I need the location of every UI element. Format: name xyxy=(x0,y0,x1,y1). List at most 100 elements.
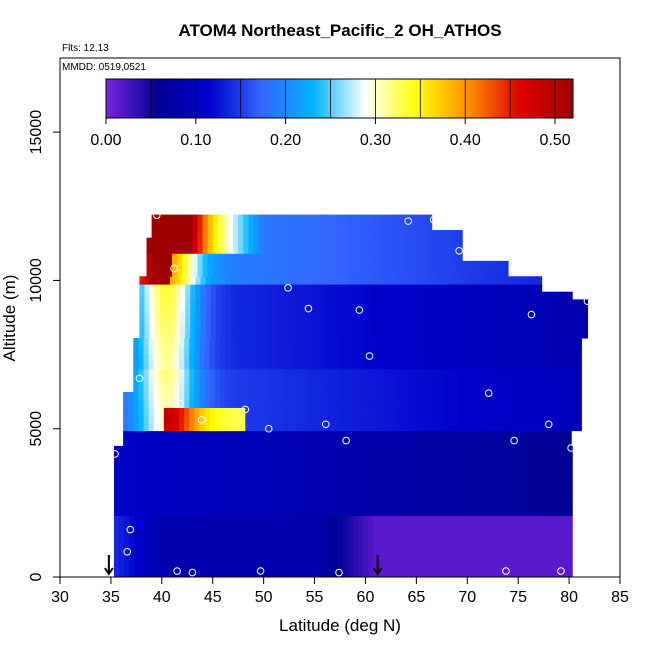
heatmap-cell xyxy=(449,507,456,516)
heatmap-cell xyxy=(297,492,303,501)
heatmap-cell xyxy=(499,353,506,362)
heatmap-cell xyxy=(154,314,161,324)
heatmap-cell xyxy=(231,515,237,524)
heatmap-cell xyxy=(284,222,290,231)
heatmap-cell xyxy=(302,492,309,501)
heatmap-cell xyxy=(500,469,507,478)
heatmap-cell xyxy=(438,337,445,347)
heatmap-cell xyxy=(240,430,246,439)
heatmap-cell xyxy=(159,307,166,316)
heatmap-cell xyxy=(133,368,139,378)
heatmap-cell xyxy=(220,515,227,524)
heatmap-cell xyxy=(393,553,400,563)
heatmap-cell xyxy=(387,361,394,370)
heatmap-cell xyxy=(340,230,346,239)
heatmap-cell xyxy=(292,523,298,532)
heatmap-cell xyxy=(382,361,389,370)
heatmap-cell xyxy=(322,330,329,339)
heatmap-cell xyxy=(409,461,415,470)
heatmap-cell xyxy=(426,268,433,277)
heatmap-cell xyxy=(317,469,324,478)
heatmap-cell xyxy=(546,561,553,570)
heatmap-cell xyxy=(399,330,405,339)
heatmap-cell xyxy=(317,299,324,308)
heatmap-cell xyxy=(449,561,456,570)
heatmap-cell xyxy=(302,283,309,293)
heatmap-cell xyxy=(516,499,522,509)
heatmap-cell xyxy=(251,283,258,293)
heatmap-cell xyxy=(550,353,557,362)
heatmap-cell xyxy=(475,283,482,293)
heatmap-cell xyxy=(406,237,412,247)
heatmap-cell xyxy=(353,283,359,293)
heatmap-cell xyxy=(388,546,395,555)
heatmap-cell xyxy=(398,407,404,416)
heatmap-cell xyxy=(251,291,258,301)
heatmap-cell xyxy=(246,484,253,493)
heatmap-cell xyxy=(332,515,339,524)
heatmap-cell xyxy=(358,330,365,339)
heatmap-cell xyxy=(516,523,522,532)
heatmap-cell xyxy=(551,461,558,470)
heatmap-cell xyxy=(317,523,324,532)
heatmap-cell xyxy=(228,214,234,223)
heatmap-cell xyxy=(297,546,303,555)
heatmap-cell xyxy=(246,523,253,532)
heatmap-cell xyxy=(154,307,161,316)
heatmap-cell xyxy=(179,368,185,378)
heatmap-cell xyxy=(175,499,181,509)
heatmap-cell xyxy=(261,291,268,301)
heatmap-cell xyxy=(413,415,419,424)
heatmap-cell xyxy=(334,237,341,247)
heatmap-cell xyxy=(153,399,160,408)
heatmap-cell xyxy=(424,476,431,486)
heatmap-cell xyxy=(230,415,236,424)
heatmap-cell xyxy=(248,245,255,254)
heatmap-cell xyxy=(348,484,354,493)
heatmap-cell xyxy=(444,469,451,478)
heatmap-cell xyxy=(362,391,369,401)
heatmap-cell xyxy=(455,291,461,301)
heatmap-cell xyxy=(373,330,380,339)
heatmap-cell xyxy=(134,484,141,493)
heatmap-cell xyxy=(255,438,262,447)
heatmap-cell xyxy=(204,407,211,416)
heatmap-cell xyxy=(387,376,394,385)
heatmap-cell xyxy=(195,546,202,555)
heatmap-cell xyxy=(541,314,548,324)
heatmap-cell xyxy=(185,322,191,331)
heatmap-cell xyxy=(301,399,307,408)
heatmap-cell xyxy=(163,438,170,447)
heatmap-cell xyxy=(449,445,456,455)
heatmap-cell xyxy=(550,376,557,385)
heatmap-cell xyxy=(302,322,309,331)
heatmap-cell xyxy=(296,391,302,401)
heatmap-cell xyxy=(428,353,435,362)
heatmap-cell xyxy=(154,492,161,501)
heatmap-cell xyxy=(499,422,506,432)
heatmap-cell xyxy=(205,291,212,301)
heatmap-cell xyxy=(393,307,400,316)
heatmap-cell xyxy=(526,561,533,570)
heatmap-cell xyxy=(477,260,484,270)
heatmap-cell xyxy=(322,484,329,493)
heatmap-cell xyxy=(270,337,277,347)
heatmap-cell xyxy=(403,438,409,447)
heatmap-cell xyxy=(363,515,370,524)
heatmap-cell xyxy=(465,507,471,516)
heatmap-cell xyxy=(388,530,395,540)
heatmap-cell xyxy=(307,538,314,547)
heatmap-cell xyxy=(317,461,324,470)
heatmap-cell xyxy=(474,376,481,385)
heatmap-cell xyxy=(195,453,202,462)
heatmap-cell xyxy=(441,237,448,247)
heatmap-cell xyxy=(327,307,334,316)
heatmap-cell xyxy=(399,507,405,516)
heatmap-cell xyxy=(261,299,268,308)
heatmap-cell xyxy=(168,438,175,447)
heatmap-cell xyxy=(138,407,145,416)
heatmap-cell xyxy=(348,492,354,501)
sample-points xyxy=(111,211,592,577)
heatmap-cell xyxy=(302,469,309,478)
heatmap-cell xyxy=(200,492,207,501)
